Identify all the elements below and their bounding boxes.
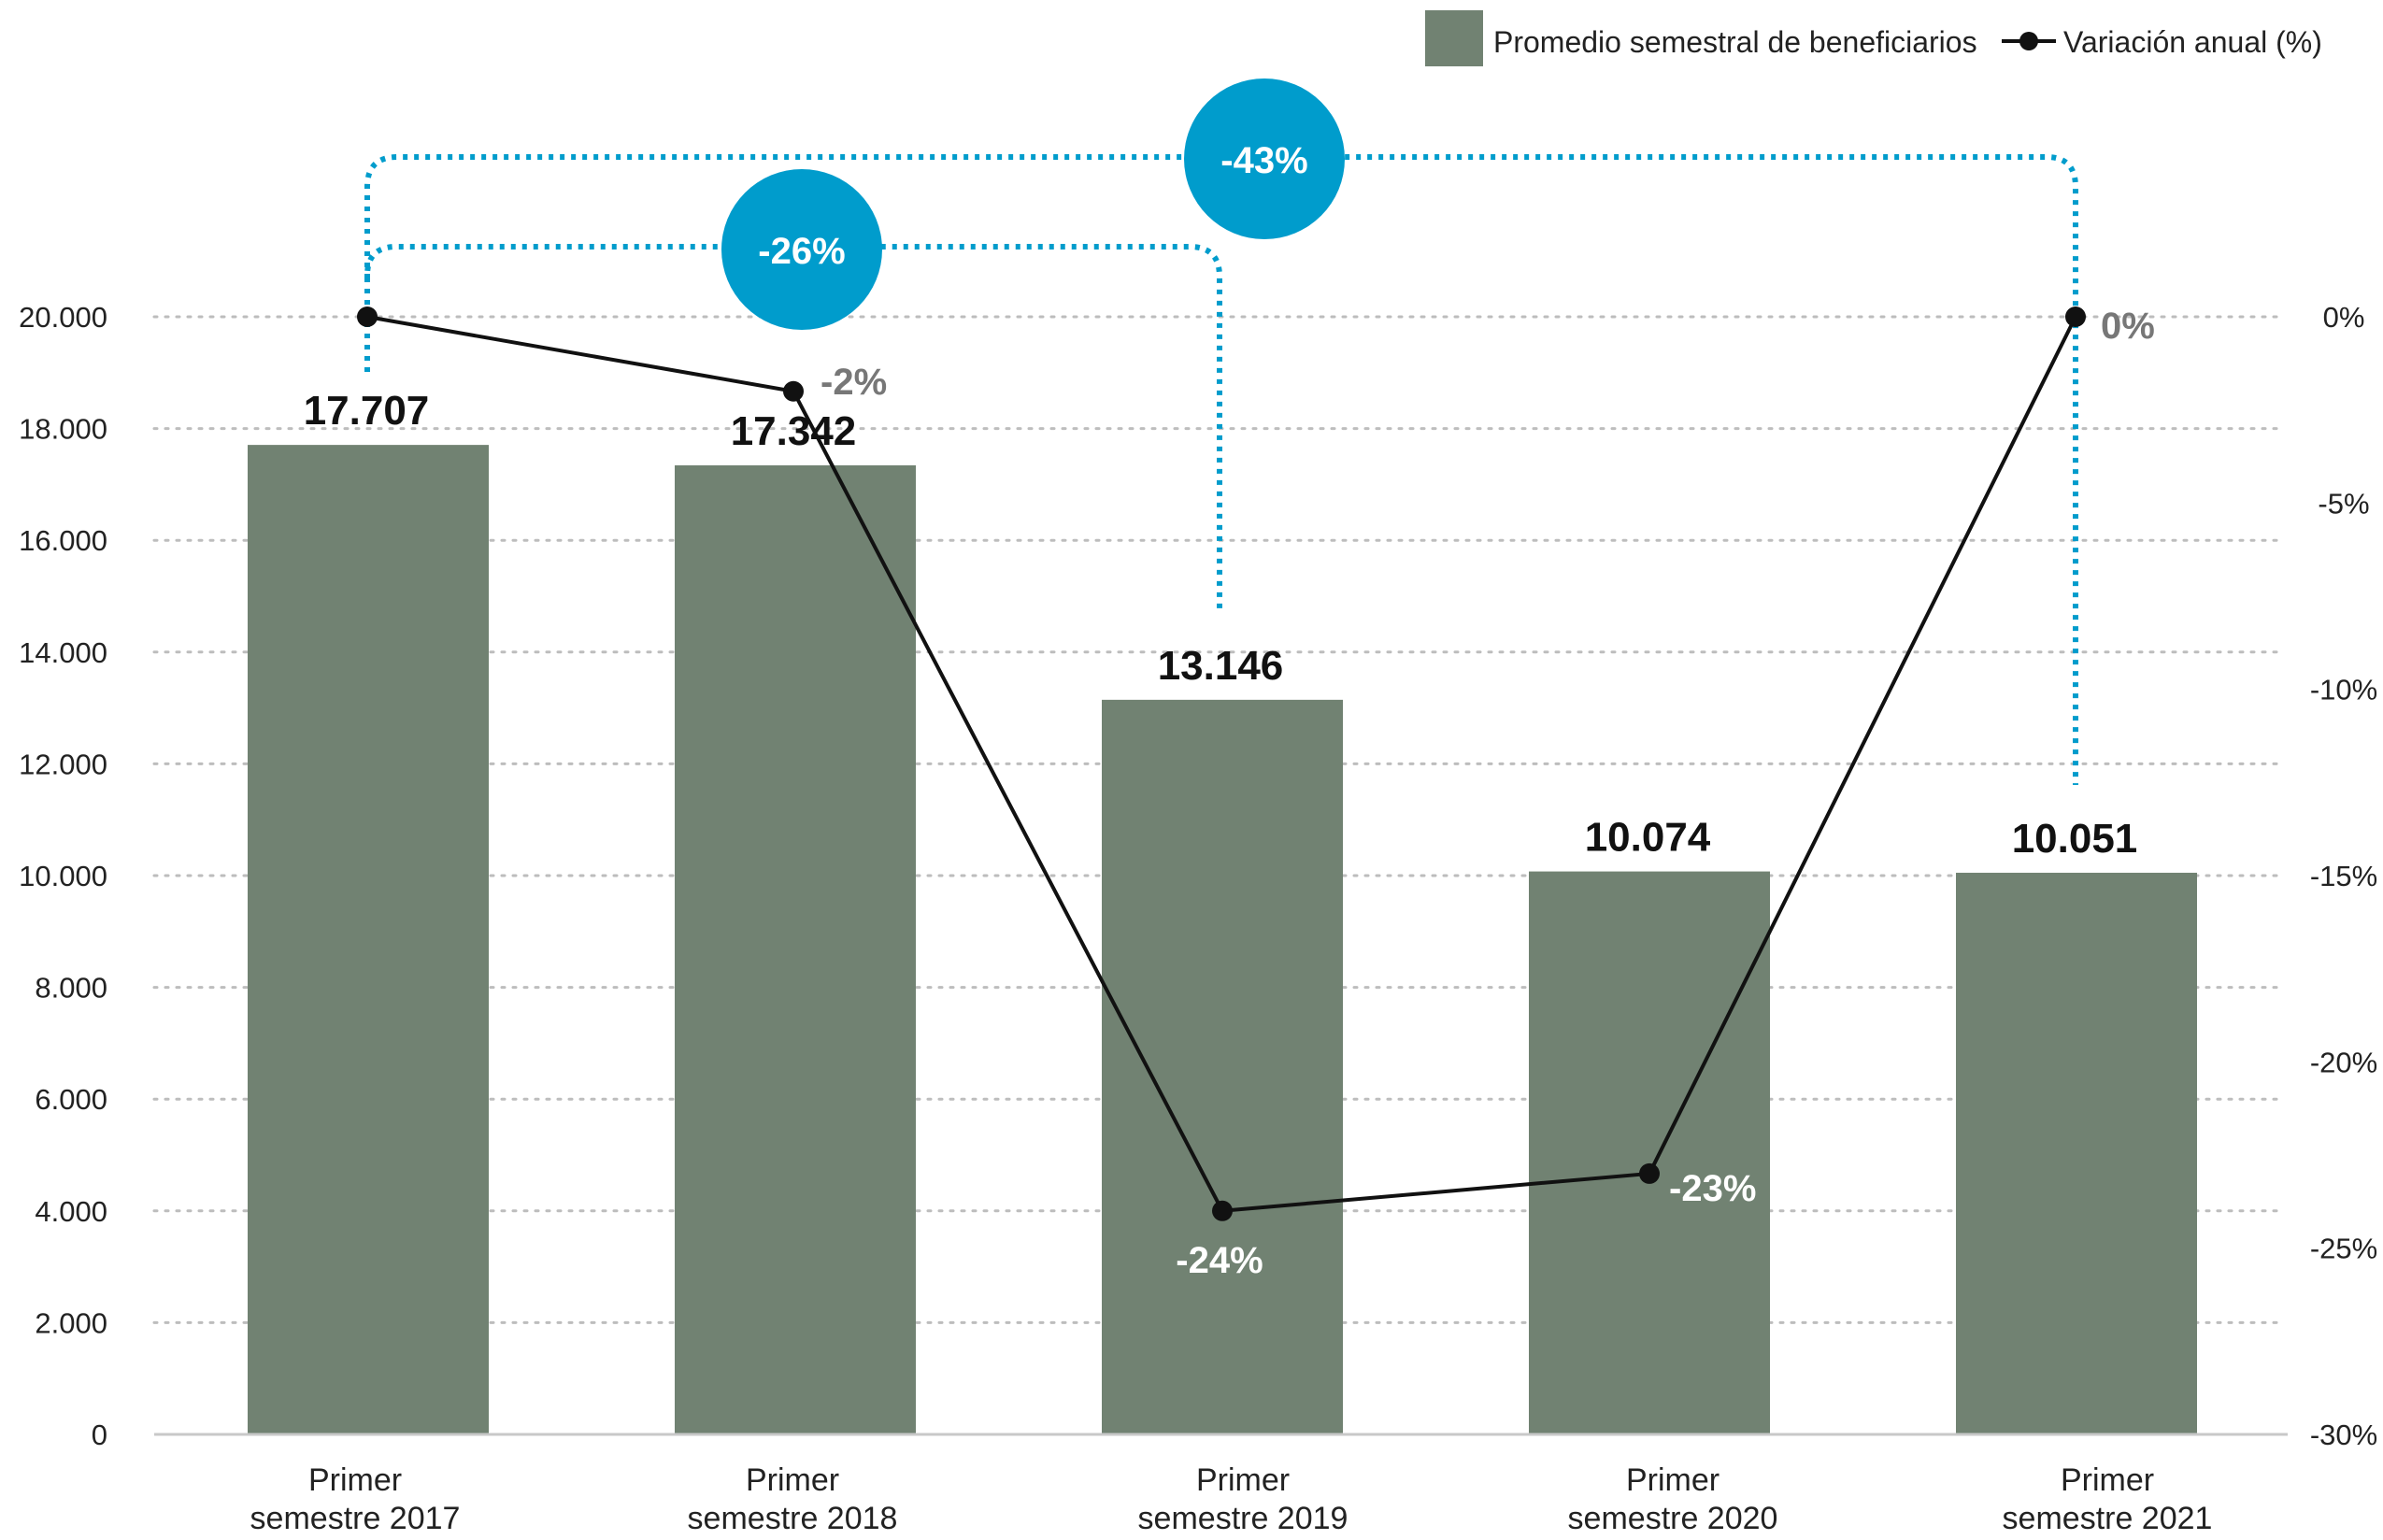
category-label: Primer <box>746 1462 839 1498</box>
right-tick-label: -15% <box>2310 860 2377 892</box>
category-label: semestre 2018 <box>688 1501 898 1536</box>
left-tick-label: 18.000 <box>19 413 107 446</box>
left-tick-label: 6.000 <box>35 1083 107 1116</box>
bar-value-label: 13.146 <box>1158 643 1284 689</box>
category-label: semestre 2021 <box>2003 1501 2213 1536</box>
bubble-26-label: -26% <box>758 231 845 272</box>
legend-label-line: Variación anual (%) <box>2063 25 2322 59</box>
bar <box>675 464 916 1435</box>
bar-value-label: 10.051 <box>2012 816 2138 862</box>
left-tick-label: 4.000 <box>35 1195 107 1228</box>
category-label: Primer <box>1196 1462 1290 1498</box>
category-label: Primer <box>1626 1462 1719 1498</box>
line-point <box>1639 1162 1660 1184</box>
right-tick-label: -30% <box>2310 1419 2377 1451</box>
line-point <box>783 380 804 402</box>
bar-value-label: 10.074 <box>1585 815 1711 861</box>
bubble-43-label: -43% <box>1220 140 1307 181</box>
left-tick-label: 20.000 <box>19 301 107 334</box>
legend-label-bar: Promedio semestral de beneficiarios <box>1493 25 1977 59</box>
legend-marker-line <box>2019 32 2038 50</box>
right-tick-label: -5% <box>2318 487 2369 520</box>
line-point <box>357 307 378 327</box>
left-tick-label: 14.000 <box>19 636 107 669</box>
bar <box>248 445 489 1435</box>
bar-value-label: 17.707 <box>304 388 430 434</box>
line-series: -2% -24% -23% 0% <box>357 306 2155 1281</box>
left-tick-label: 8.000 <box>35 972 107 1005</box>
bar-value-label: 17.342 <box>731 408 857 454</box>
line-point <box>2065 307 2086 327</box>
category-label: semestre 2020 <box>1568 1501 1778 1536</box>
variation-label: 0% <box>2101 306 2155 347</box>
category-label: Primer <box>2061 1462 2154 1498</box>
bubble-43 <box>1184 78 1345 239</box>
right-tick-label: 0% <box>2323 301 2365 334</box>
left-tick-label: 16.000 <box>19 524 107 557</box>
line-point <box>1212 1200 1233 1221</box>
left-tick-label: 10.000 <box>19 860 107 892</box>
bubble-26 <box>721 169 882 330</box>
gridlines <box>152 315 2282 1324</box>
right-tick-label: -25% <box>2310 1233 2377 1265</box>
right-tick-label: -20% <box>2310 1046 2377 1078</box>
bar <box>1102 699 1343 1434</box>
bar-series: 17.707 17.342 13.146 10.074 10.051 <box>248 388 2197 1435</box>
right-tick-label: -10% <box>2310 674 2377 706</box>
left-tick-label: 12.000 <box>19 748 107 780</box>
category-label: Primer <box>308 1462 402 1498</box>
variation-label: -2% <box>820 362 887 403</box>
left-tick-label: 2.000 <box>35 1306 107 1339</box>
legend-swatch-bar <box>1425 10 1483 66</box>
variation-label: -24% <box>1176 1240 1263 1281</box>
bar <box>1529 871 1770 1434</box>
axes: 0 2.000 4.000 6.000 8.000 10.000 12.000 14.000 1… <box>19 301 2377 1536</box>
bar <box>1956 872 2197 1434</box>
category-label: semestre 2019 <box>1138 1501 1348 1536</box>
legend: Promedio semestral de beneficiarios Varia… <box>1425 10 2322 66</box>
category-label: semestre 2017 <box>250 1501 461 1536</box>
left-tick-label: 0 <box>92 1419 107 1451</box>
variation-label: -23% <box>1669 1168 1756 1209</box>
comparison-brackets: -26% -43% <box>364 78 2078 785</box>
